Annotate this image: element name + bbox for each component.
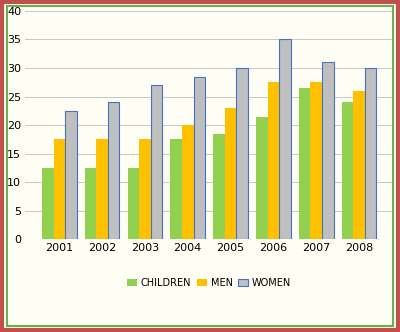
- Bar: [85, 168, 96, 239]
- Bar: [299, 88, 310, 239]
- Bar: [54, 139, 65, 239]
- Bar: [310, 82, 322, 239]
- Bar: [213, 134, 225, 239]
- Bar: [365, 68, 376, 239]
- Bar: [268, 82, 279, 239]
- Bar: [279, 40, 291, 239]
- Legend: CHILDREN, MEN, WOMEN: CHILDREN, MEN, WOMEN: [123, 274, 295, 291]
- Bar: [170, 139, 182, 239]
- Bar: [182, 125, 194, 239]
- Bar: [42, 168, 54, 239]
- Bar: [128, 168, 139, 239]
- Bar: [151, 85, 162, 239]
- Bar: [96, 139, 108, 239]
- Bar: [194, 77, 205, 239]
- Bar: [236, 68, 248, 239]
- Bar: [108, 102, 120, 239]
- Bar: [139, 139, 151, 239]
- Bar: [65, 111, 77, 239]
- Bar: [225, 108, 236, 239]
- Bar: [322, 62, 334, 239]
- Bar: [353, 91, 365, 239]
- Bar: [256, 117, 268, 239]
- Bar: [342, 102, 353, 239]
